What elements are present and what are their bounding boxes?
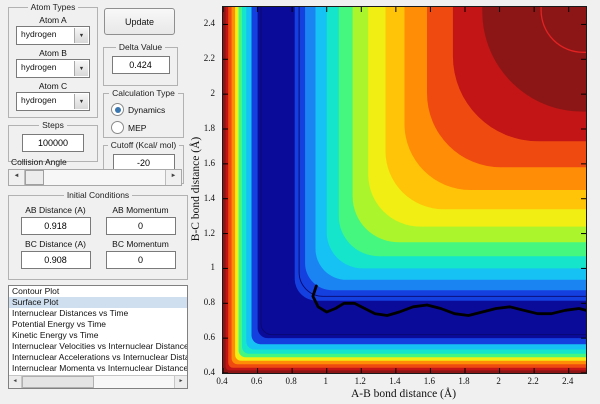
- x-tick-label: 2.2: [527, 376, 539, 386]
- delta-value-title: Delta Value: [118, 42, 163, 52]
- radio-button-icon[interactable]: [111, 103, 124, 116]
- y-tick-label: 1.6: [203, 157, 215, 168]
- x-tick-label: 1: [323, 376, 328, 386]
- bc-distance-label: BC Distance (A): [25, 239, 86, 249]
- atom-c-dropdown[interactable]: hydrogen ▼: [16, 92, 90, 111]
- x-tick-label: 1.2: [354, 376, 366, 386]
- ab-momentum-label: AB Momentum: [112, 205, 169, 215]
- radio-mep-label: MEP: [128, 122, 147, 133]
- x-tick-label: 0.8: [285, 376, 297, 386]
- ab-distance-field[interactable]: [20, 217, 91, 235]
- scroll-left-arrow-icon[interactable]: ◄: [9, 376, 22, 388]
- initial-conditions-title: Initial Conditions: [66, 190, 130, 200]
- bc-momentum-field[interactable]: [105, 251, 176, 269]
- scrollbar-track[interactable]: [22, 376, 174, 388]
- contour-plot: [222, 6, 587, 374]
- atom-types-title: Atom Types: [30, 2, 76, 12]
- atom-types-group: Atom Types Atom A hydrogen ▼ Atom B hydr…: [8, 2, 98, 118]
- y-axis-ticks: 0.4 0.6 0.8 1 1.2 1.4 1.6 1.8 2 2.2 2.4: [186, 6, 219, 377]
- collision-angle-label: Collision Angle: [11, 157, 67, 167]
- y-tick-label: 2.2: [203, 53, 215, 64]
- x-axis-label: A-B bond distance (Å): [350, 388, 457, 400]
- y-tick-label: 1.8: [203, 123, 215, 133]
- cutoff-group: Cutoff (Kcal/ mol): [103, 140, 184, 184]
- radio-button-icon[interactable]: [111, 121, 124, 134]
- y-tick-label: 1.2: [203, 227, 215, 238]
- list-item[interactable]: Kinetic Energy vs Time: [12, 330, 99, 340]
- collision-angle-slider[interactable]: ◄ ►: [8, 169, 182, 186]
- radio-mep[interactable]: MEP: [111, 121, 183, 134]
- atom-a-dropdown[interactable]: hydrogen ▼: [16, 26, 90, 45]
- x-tick-label: 2.4: [562, 376, 574, 386]
- y-tick-label: 2.4: [203, 18, 215, 29]
- atom-c-label: Atom C: [38, 81, 68, 91]
- ab-momentum-field[interactable]: [105, 217, 176, 235]
- y-tick-label: 2: [210, 88, 216, 99]
- y-tick-label: 1: [210, 262, 216, 273]
- steps-group: Steps: [8, 120, 98, 162]
- atom-b-dropdown[interactable]: hydrogen ▼: [16, 59, 90, 78]
- initial-conditions-group: Initial Conditions AB Distance (A) AB Mo…: [8, 190, 188, 280]
- scrollbar-thumb[interactable]: [22, 376, 94, 388]
- plot-type-listbox[interactable]: Contour Plot Surface Plot Internuclear Dis…: [8, 285, 188, 389]
- list-item[interactable]: Internuclear Distances vs Time: [12, 308, 129, 318]
- slider-track[interactable]: [25, 170, 165, 185]
- ab-distance-label: AB Distance (A): [25, 205, 86, 215]
- y-tick-label: 0.4: [203, 367, 215, 377]
- x-tick-label: 0.4: [216, 376, 228, 386]
- list-item[interactable]: Internuclear Velocities vs Internuclear …: [12, 341, 187, 351]
- bc-momentum-label: BC Momentum: [112, 239, 169, 249]
- cutoff-title: Cutoff (Kcal/ mol): [110, 140, 177, 150]
- atom-a-label: Atom A: [39, 15, 67, 25]
- list-item[interactable]: Surface Plot: [9, 297, 187, 308]
- x-tick-label: 1.6: [423, 376, 436, 386]
- list-item[interactable]: Internuclear Accelerations vs Internucle…: [12, 352, 187, 362]
- radio-dynamics[interactable]: Dynamics: [111, 103, 183, 116]
- slider-left-arrow-icon[interactable]: ◄: [9, 170, 25, 185]
- atom-b-value: hydrogen: [21, 62, 57, 72]
- chevron-down-icon[interactable]: ▼: [74, 94, 88, 109]
- steps-field[interactable]: [22, 134, 84, 152]
- y-tick-label: 0.6: [203, 332, 215, 343]
- delta-value-field[interactable]: [111, 56, 170, 74]
- x-tick-label: 1.4: [389, 376, 401, 386]
- slider-right-arrow-icon[interactable]: ►: [165, 170, 181, 185]
- cutoff-field[interactable]: [112, 154, 175, 172]
- calculation-type-title: Calculation Type: [112, 88, 175, 98]
- chevron-down-icon[interactable]: ▼: [74, 28, 88, 43]
- update-button[interactable]: Update: [104, 8, 175, 35]
- x-axis-ticks: 0.4 0.6 0.8 1 1.2 1.4 1.6 1.8 2 2.2 2.4: [216, 376, 585, 388]
- y-tick-label: 0.8: [203, 297, 215, 308]
- horizontal-scrollbar[interactable]: ◄ ►: [9, 375, 187, 388]
- list-item[interactable]: Contour Plot: [12, 286, 60, 296]
- atom-a-value: hydrogen: [21, 29, 57, 39]
- x-tick-label: 2: [496, 376, 501, 386]
- scroll-right-arrow-icon[interactable]: ►: [174, 376, 187, 388]
- delta-value-group: Delta Value: [103, 42, 178, 86]
- x-tick-label: 1.8: [458, 376, 470, 386]
- list-item[interactable]: Potential Energy vs Time: [12, 319, 107, 329]
- steps-title: Steps: [42, 120, 64, 130]
- calculation-type-group: Calculation Type Dynamics MEP: [103, 88, 184, 138]
- y-tick-label: 1.4: [203, 192, 215, 203]
- trajectory-line: [311, 284, 586, 317]
- list-item[interactable]: Internuclear Momenta vs Internuclear Dis…: [12, 363, 187, 373]
- x-tick-label: 0.6: [250, 376, 263, 386]
- radio-dynamics-label: Dynamics: [128, 104, 166, 115]
- slider-thumb[interactable]: [25, 170, 44, 185]
- bc-distance-field[interactable]: [20, 251, 91, 269]
- atom-b-label: Atom B: [39, 48, 67, 58]
- chevron-down-icon[interactable]: ▼: [74, 61, 88, 76]
- y-axis-label: B-C bond distance (Å): [190, 136, 202, 242]
- atom-c-value: hydrogen: [21, 95, 57, 105]
- potential-energy-surface: [223, 7, 586, 373]
